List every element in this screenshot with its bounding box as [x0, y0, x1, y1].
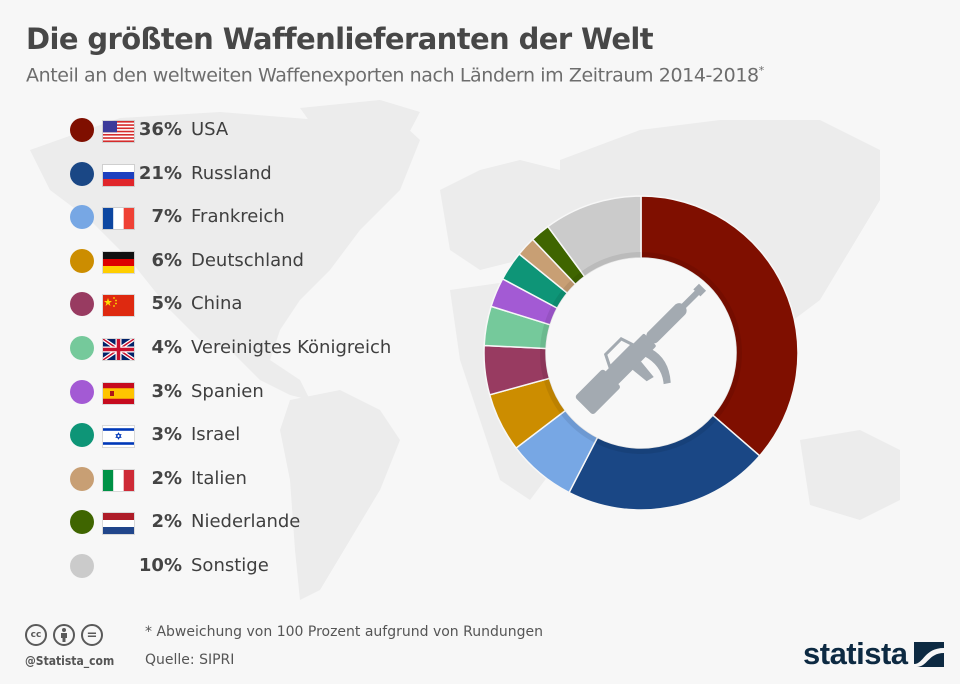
subtitle-text: Anteil an den weltweiten Waffenexporten …: [26, 64, 759, 87]
legend-label: Russland: [191, 162, 272, 184]
legend-color-dot: [70, 336, 94, 360]
rifle-stock: [575, 369, 620, 414]
it-flag-icon: [103, 469, 134, 491]
donut-slice-shade: [571, 271, 585, 285]
rifle-barrel: [680, 287, 702, 310]
legend-label: Niederlande: [191, 511, 301, 533]
fr-flag-icon: [103, 208, 134, 230]
legend-percent: 3%: [151, 380, 182, 402]
legend-percent: 5%: [151, 293, 182, 315]
legend-percent: 36%: [138, 119, 182, 140]
rifle-carry-handle: [603, 337, 636, 370]
chart-subtitle: Anteil an den weltweiten Waffenexporten …: [26, 64, 764, 86]
statista-logo[interactable]: statista: [803, 636, 944, 672]
map-south-america: [280, 390, 400, 600]
legend-label: Israel: [191, 424, 241, 446]
map-greenland: [300, 100, 420, 170]
legend-color-dot: [70, 248, 94, 273]
legend-percent: 2%: [151, 511, 182, 533]
legend-percent: 21%: [138, 162, 182, 184]
legend-percent: 6%: [151, 249, 182, 271]
legend-item: 6% Deutschland: [70, 247, 430, 275]
rifle-magazine: [643, 348, 671, 385]
legend-item: 3% Spanien: [70, 378, 430, 406]
rifle-grip: [631, 361, 654, 382]
rifle-icon: [575, 283, 707, 414]
donut-slice-shade: [594, 415, 718, 454]
legend-label: Deutschland: [191, 249, 304, 271]
legend-percent: 10%: [138, 555, 182, 576]
legend-color-dot: [70, 554, 94, 578]
legend-item: 10% Sonstige: [70, 552, 430, 580]
donut-slice-shade: [551, 289, 568, 309]
footnote: * Abweichung von 100 Prozent aufgrund vo…: [145, 624, 543, 640]
donut-slice-shade: [544, 305, 558, 325]
legend-item: 2% Italien: [70, 465, 430, 493]
legend-label: Vereinigtes Königreich: [191, 337, 392, 358]
donut-slice-shade: [543, 378, 566, 415]
statista-logo-mark-icon: [913, 641, 944, 667]
license-icons: cc =: [25, 624, 103, 646]
rifle-muzzle: [693, 283, 707, 297]
legend-label: Spanien: [191, 380, 264, 402]
legend-label: Italien: [191, 467, 247, 489]
donut-slice-shade: [562, 279, 576, 294]
rifle-handguard: [646, 303, 687, 344]
no-derivatives-icon[interactable]: =: [81, 624, 103, 646]
legend-label: USA: [191, 119, 229, 140]
legend-percent: 2%: [151, 467, 182, 489]
cc-icon[interactable]: cc: [25, 624, 47, 646]
legend-item: 7% Frankreich: [70, 203, 430, 231]
us-flag-icon: [103, 121, 134, 142]
donut-slice-shade: [641, 252, 742, 420]
person-glyph: [61, 628, 67, 642]
donut-slice-shade: [581, 252, 641, 277]
legend-item: 4% Vereinigtes Königreich: [70, 334, 430, 362]
donut-chart: [483, 195, 799, 511]
legend-color-dot: [70, 292, 94, 317]
legend-color-dot: [70, 423, 94, 448]
statista-handle[interactable]: @Statista_com: [25, 654, 115, 668]
rifle-receiver: [603, 334, 656, 387]
map-central-america: [230, 350, 310, 400]
de-flag-icon: [103, 251, 134, 273]
subtitle-footnote-mark: *: [758, 64, 765, 77]
legend-item: 21% Russland: [70, 160, 430, 188]
chart-title: Die größten Waffenlieferanten der Welt: [26, 22, 654, 56]
legend-percent: 3%: [151, 424, 182, 446]
map-australia: [800, 430, 900, 520]
legend-percent: 7%: [151, 206, 182, 228]
cn-flag-icon: [103, 295, 134, 317]
nl-flag-icon: [103, 513, 134, 535]
il-flag-icon: [103, 426, 134, 448]
donut-slice-shade: [560, 410, 598, 443]
legend-item: 5% China: [70, 290, 430, 318]
legend-label: Sonstige: [191, 555, 269, 576]
donut-slice-shade: [540, 348, 550, 380]
legend-color-dot: [70, 118, 94, 142]
legend-item: 3% Israel: [70, 421, 430, 449]
legend-color-dot: [70, 161, 94, 186]
legend-label: China: [191, 293, 243, 315]
legend-color-dot: [70, 205, 94, 230]
statista-wordmark: statista: [803, 636, 908, 671]
legend-item: 36% USA: [70, 116, 430, 144]
legend-percent: 4%: [151, 337, 182, 358]
ru-flag-icon: [103, 164, 134, 186]
attribution-icon[interactable]: [53, 624, 75, 646]
legend-item: 2% Niederlande: [70, 508, 430, 536]
source: Quelle: SIPRI: [145, 652, 235, 668]
legend-color-dot: [70, 466, 94, 491]
gb-flag-icon: [103, 339, 134, 360]
donut-slice-shade: [540, 323, 551, 349]
legend-color-dot: [70, 510, 94, 535]
es-flag-icon: [103, 382, 134, 404]
legend-color-dot: [70, 379, 94, 404]
legend-label: Frankreich: [191, 206, 285, 228]
